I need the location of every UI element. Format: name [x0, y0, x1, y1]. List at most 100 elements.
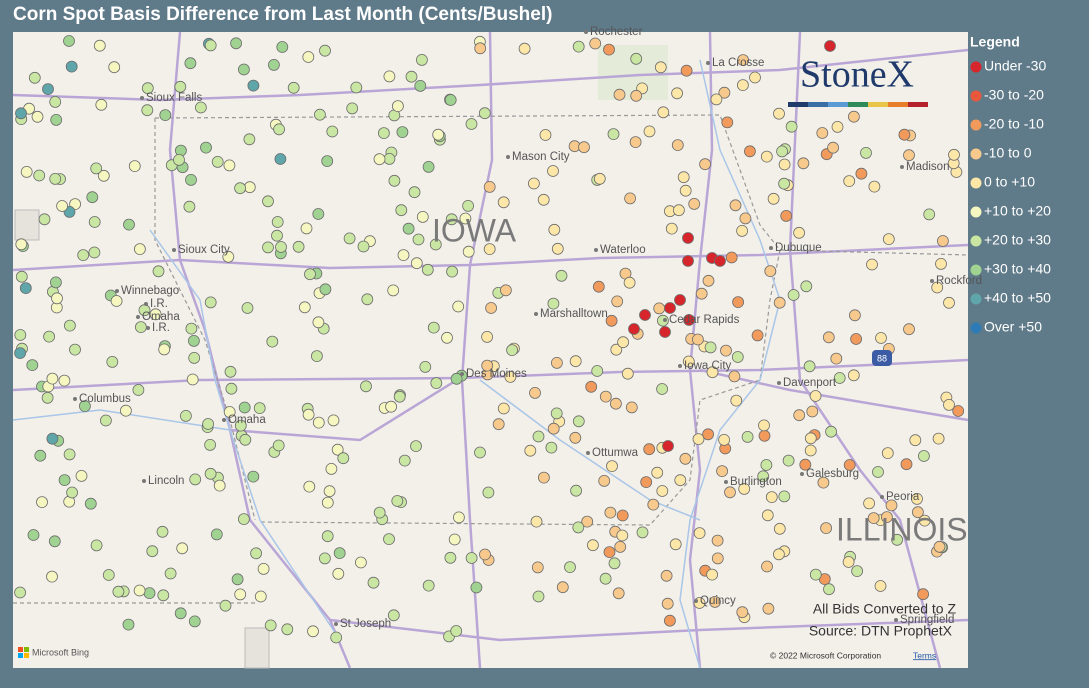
city-label: Galesburg	[806, 468, 859, 480]
bid-dot	[607, 128, 620, 141]
bid-dot	[630, 52, 643, 65]
bid-dot	[860, 146, 872, 159]
bid-dot	[659, 326, 671, 338]
bid-dot	[450, 372, 463, 385]
highway-shield	[872, 350, 892, 366]
bid-dot	[736, 224, 748, 237]
bid-dot	[312, 416, 325, 429]
city-dot	[144, 302, 148, 306]
city-label: Marshalltown	[540, 308, 608, 320]
city-dot	[584, 30, 588, 34]
bid-dot	[785, 120, 798, 133]
bid-dot	[46, 372, 59, 385]
bid-dot	[855, 167, 868, 180]
bid-dot	[34, 449, 47, 462]
bid-dot	[485, 302, 498, 314]
bid-dot	[504, 370, 517, 383]
bid-dot	[765, 491, 778, 504]
bid-dot	[524, 444, 537, 457]
bid-dot	[653, 302, 666, 315]
bid-dot	[387, 284, 400, 297]
city-label: Rochester	[590, 26, 643, 38]
bid-dot	[636, 526, 649, 539]
bid-dot	[69, 343, 81, 356]
city-label: Iowa City	[684, 360, 732, 372]
bid-dot	[671, 139, 684, 152]
bid-dot	[497, 196, 510, 209]
bid-dot	[720, 344, 732, 357]
bid-dot	[204, 438, 217, 451]
bid-dot	[321, 530, 334, 543]
bid-dot	[31, 110, 44, 123]
bid-dot	[572, 521, 585, 534]
bid-dot	[123, 218, 135, 231]
bid-dot	[97, 169, 110, 182]
bid-dot	[77, 249, 90, 262]
bid-dot	[587, 539, 599, 552]
bid-dot	[731, 351, 744, 363]
bid-dot	[729, 199, 742, 212]
bid-dot	[122, 618, 135, 631]
bid-dot	[518, 42, 531, 55]
bid-dot	[528, 177, 540, 190]
bid-dot	[441, 331, 453, 344]
city-dot	[800, 472, 804, 476]
city-dot	[777, 381, 781, 385]
city-dot	[663, 318, 667, 322]
bid-dot	[589, 37, 602, 50]
bid-dot	[867, 512, 880, 524]
legend-swatch	[970, 119, 982, 131]
bid-dot	[187, 334, 200, 347]
terms-link[interactable]: Terms	[913, 650, 936, 660]
bid-dot	[213, 479, 226, 492]
bid-dot	[823, 583, 835, 596]
bid-dot	[721, 116, 734, 129]
bid-dot	[185, 322, 198, 335]
bid-dot	[158, 343, 171, 356]
bid-dot	[247, 470, 260, 483]
bid-dot	[325, 462, 338, 475]
bid-dot	[42, 83, 54, 95]
bid-dot	[605, 314, 618, 327]
bid-dot	[219, 599, 232, 612]
bid-dot	[429, 238, 442, 251]
legend-label: -20 to -10	[984, 116, 1044, 132]
bid-dot	[909, 434, 922, 447]
city-dot	[136, 315, 140, 319]
bid-dot	[95, 98, 108, 111]
bid-dot	[237, 63, 250, 76]
bid-dot	[141, 82, 154, 95]
bid-dot	[492, 418, 505, 431]
bid-dot	[737, 54, 749, 66]
city-label: Sioux City	[178, 244, 230, 256]
city-dot	[769, 246, 773, 250]
bid-dot	[797, 157, 810, 170]
city-dot	[172, 248, 176, 252]
bid-dot	[625, 401, 638, 414]
bid-dot	[677, 171, 690, 184]
bid-dot	[412, 233, 425, 246]
bid-dot	[773, 522, 786, 535]
bid-dot	[402, 222, 415, 235]
bid-dot	[628, 323, 640, 335]
bid-dot	[706, 568, 718, 581]
bid-dot	[318, 552, 331, 565]
bid-dot	[357, 240, 370, 253]
logo-bar	[788, 102, 928, 107]
bid-dot	[716, 465, 728, 478]
bid-dot	[58, 474, 71, 487]
bid-dot	[202, 418, 215, 430]
bid-dot	[948, 148, 960, 161]
bid-dot	[937, 235, 949, 247]
bid-dot	[695, 287, 708, 300]
bid-dot	[86, 191, 99, 204]
legend-label: +20 to +30	[984, 232, 1051, 248]
bid-dot	[397, 249, 410, 262]
bid-dot	[822, 331, 835, 344]
bid-dot	[592, 280, 605, 293]
bid-dot	[300, 222, 313, 235]
bid-dot	[237, 513, 250, 525]
city-label: Lincoln	[148, 475, 184, 487]
bid-dot	[243, 181, 256, 194]
bid-dot	[800, 280, 813, 293]
